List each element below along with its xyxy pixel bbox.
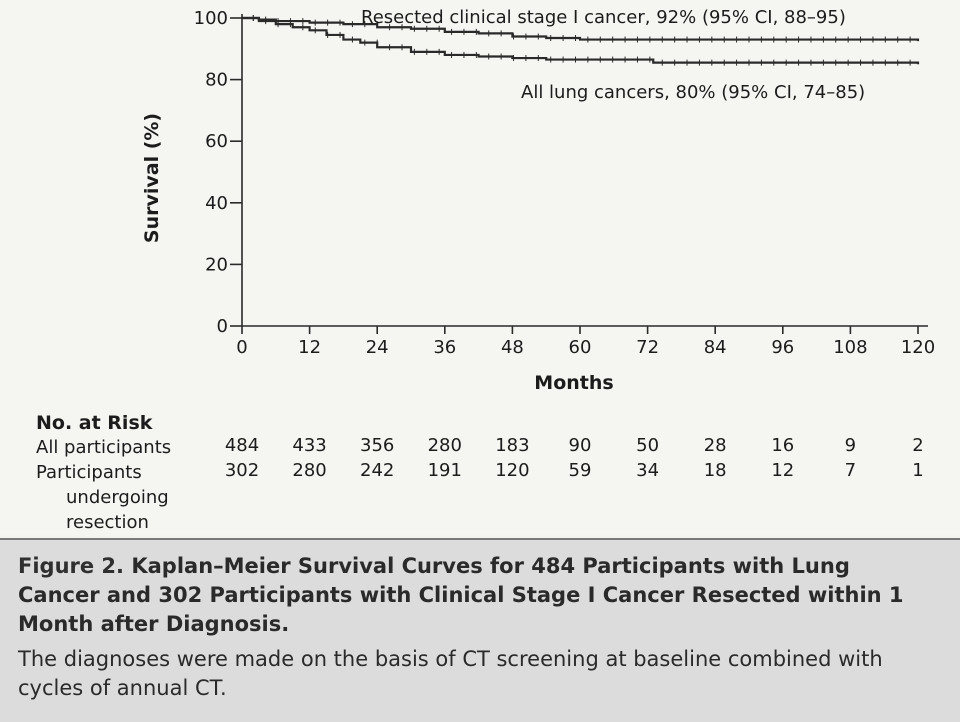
chart-axes: 100 80 60 40 20 00 12 24 36 48 60 72 84 96 108 120 (194, 8, 936, 358)
survival-chart: 100 80 60 40 20 00 12 24 36 48 60 72 84 96 108 120 Surv… (141, 7, 936, 394)
x-tick-label: 36 (433, 337, 456, 358)
risk-row-label-all: All participants (36, 437, 172, 458)
survival-curves (242, 15, 920, 66)
risk-cell: 2 (912, 435, 924, 456)
caption-title: Figure 2. Kaplan–Meier Survival Curves f… (18, 552, 918, 639)
x-tick-label: 84 (704, 337, 727, 358)
risk-cell: 50 (636, 435, 660, 456)
risk-cell: 7 (844, 460, 857, 481)
risk-cell: 12 (771, 460, 795, 481)
risk-cell: 484 (224, 435, 260, 456)
risk-cell: 302 (224, 460, 260, 481)
y-tick-label: 20 (205, 254, 228, 275)
risk-cell: 1 (912, 460, 924, 481)
risk-row-label-resected-2: undergoing (66, 487, 169, 508)
risk-row-label-resected-1: Participants (36, 462, 142, 483)
risk-cell: 16 (771, 435, 795, 456)
x-tick-label: 12 (298, 337, 321, 358)
x-tick-label: 48 (501, 337, 524, 358)
y-tick-label: 60 (205, 131, 228, 152)
risk-cell: 191 (427, 460, 462, 481)
x-tick-label: 108 (833, 337, 867, 358)
x-tick-label: 60 (569, 337, 592, 358)
risk-table-title: No. at Risk (36, 412, 153, 434)
censor-marks-1 (252, 15, 911, 66)
figure-panel: 100 80 60 40 20 0 0 12 24 36 48 60 72 84 96 108 120 Surv… (36, 7, 936, 534)
risk-cell: 183 (495, 435, 530, 456)
figure-caption: Figure 2. Kaplan–Meier Survival Curves f… (0, 538, 960, 722)
series-line-0 (242, 16, 920, 42)
figure-title-text: Kaplan–Meier Survival Curves for 484 Par… (18, 554, 904, 636)
risk-cell: 242 (360, 460, 395, 481)
series-line-1 (242, 16, 920, 65)
y-tick-label: 40 (205, 193, 228, 214)
risk-cell: 59 (568, 460, 592, 481)
y-axis-title: Survival (%) (141, 113, 163, 243)
x-tick-label: 0 (236, 337, 247, 358)
y-tick-label: 80 (205, 70, 228, 91)
risk-cell: 90 (568, 435, 592, 456)
caption-body: The diagnoses were made on the basis of … (18, 647, 883, 700)
x-tick-label: 120 (901, 337, 935, 358)
risk-cell: 18 (703, 460, 727, 481)
risk-cell: 356 (360, 435, 395, 456)
y-tick-label: 100 (194, 8, 228, 29)
series-label-all-lung: All lung cancers, 80% (95% CI, 74–85) (521, 82, 865, 103)
risk-cell: 280 (427, 435, 462, 456)
risk-cell: 28 (703, 435, 727, 456)
risk-cell: 280 (292, 460, 327, 481)
y-tick-label: 0 (217, 316, 228, 337)
x-axis-title: Months (534, 372, 613, 394)
risk-cell: 9 (844, 435, 857, 456)
figure-number: Figure 2. (18, 554, 125, 578)
risk-row-label-resected-3: resection (66, 512, 149, 533)
x-tick-label: 72 (636, 337, 659, 358)
risk-cell: 433 (292, 435, 327, 456)
risk-cell: 34 (636, 460, 660, 481)
risk-cell: 120 (495, 460, 530, 481)
series-label-resected: Resected clinical stage I cancer, 92% (9… (361, 7, 846, 28)
x-tick-label: 96 (771, 337, 794, 358)
censor-marks-0 (252, 15, 911, 43)
x-tick-label: 24 (366, 337, 389, 358)
number-at-risk-table: No. at Risk All participants Participant… (36, 412, 936, 534)
